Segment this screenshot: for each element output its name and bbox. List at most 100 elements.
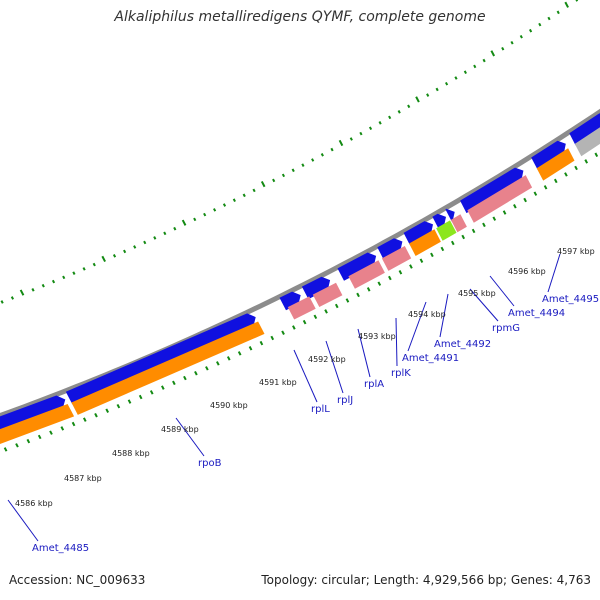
ring-dot — [575, 0, 579, 2]
inner-tick — [60, 426, 65, 431]
inner-tick — [149, 390, 154, 395]
kbp-label: 4590 kbp — [210, 401, 248, 410]
ring-dot — [181, 219, 187, 226]
gene-label: rpoB — [198, 458, 222, 469]
feature-block — [337, 252, 377, 281]
inner-tick — [594, 152, 599, 158]
ring-dot — [490, 50, 496, 57]
inner-tick — [324, 309, 328, 314]
ring-dot — [320, 153, 324, 157]
ring-dot — [51, 279, 56, 284]
inner-tick — [430, 252, 434, 258]
kbp-ticks — [3, 152, 599, 452]
inner-tick — [105, 408, 110, 413]
ring-dot — [349, 137, 353, 141]
ring-dot — [547, 16, 551, 21]
gene-label: Amet_4495 — [542, 294, 599, 305]
ring-dot — [143, 240, 147, 245]
ring-dot — [564, 1, 569, 8]
ring-dot — [359, 131, 363, 136]
inner-tick — [94, 412, 98, 418]
ring-dot — [415, 96, 420, 103]
feature-block — [403, 221, 433, 246]
feature-block — [436, 220, 457, 241]
kbp-label: 4588 kbp — [112, 449, 150, 458]
ring-dot — [62, 275, 66, 280]
kbp-label: 4597 kbp — [557, 247, 595, 256]
ring-dot — [388, 115, 392, 120]
inner-tick — [502, 210, 507, 215]
ring-dot — [133, 245, 137, 249]
feature-block — [0, 404, 75, 444]
gene-label: rplL — [311, 404, 330, 415]
leader-line — [175, 417, 205, 457]
feature-block — [312, 282, 343, 307]
inner-tick — [116, 403, 121, 409]
inner-tick — [388, 275, 392, 281]
inner-tick — [471, 228, 476, 234]
inner-tick — [513, 204, 517, 209]
inner-tick — [26, 438, 31, 444]
inner-tick — [183, 375, 187, 381]
ring-dot — [407, 104, 411, 109]
kbp-label: 4592 kbp — [308, 355, 346, 364]
ring-dot — [252, 188, 256, 193]
ring-dot — [153, 236, 157, 240]
ring-dot — [473, 64, 477, 69]
ring-dot — [0, 300, 4, 304]
inner-tick — [461, 234, 466, 240]
ring-dot — [291, 168, 295, 173]
inner-tick — [37, 434, 42, 440]
ring-dot — [435, 87, 439, 92]
feature-block — [467, 175, 533, 223]
leader-line — [325, 340, 344, 394]
inner-tick — [205, 366, 209, 371]
feature-block — [65, 313, 256, 405]
ring-dot — [501, 46, 505, 51]
ring-dot — [173, 226, 177, 231]
inner-tick — [216, 361, 220, 366]
ring-dot — [378, 121, 382, 125]
inner-tick — [302, 319, 307, 325]
inner-tick — [345, 298, 350, 303]
inner-tick — [292, 325, 296, 330]
feature-block — [536, 148, 575, 181]
ring-dot — [92, 262, 96, 267]
inner-tick — [3, 447, 8, 452]
kbp-labels: 4586 kbp 4587 kbp 4588 kbp 4589 kbp 4590 kbp… — [15, 247, 595, 508]
gene-label: rplJ — [337, 395, 353, 406]
feature-block — [569, 113, 600, 146]
ring-dot — [463, 70, 467, 75]
inner-tick — [543, 185, 548, 190]
inner-tick — [237, 351, 242, 356]
inner-tick — [313, 314, 318, 320]
ring-dot — [112, 254, 117, 258]
ring-dot — [426, 93, 430, 97]
feature-block — [279, 291, 301, 311]
kbp-label: 4589 kbp — [161, 425, 199, 434]
feature-block — [409, 229, 441, 256]
gene-label: Amet_4491 — [402, 353, 459, 364]
gene-label: Amet_4485 — [32, 543, 89, 554]
ring-dot — [338, 139, 344, 147]
inner-tick — [523, 197, 527, 203]
feature-block — [460, 167, 524, 214]
ring-dot — [538, 22, 542, 27]
inner-tick — [419, 258, 424, 263]
ring-dot — [444, 81, 449, 86]
backbone-track — [0, 108, 600, 419]
inner-tick — [82, 417, 87, 422]
inner-tick — [71, 421, 76, 427]
feature-block — [377, 238, 403, 260]
ring-dot — [242, 193, 246, 198]
kbp-label: 4593 kbp — [358, 332, 396, 341]
inner-tick — [161, 385, 165, 390]
gene-label: rplK — [391, 368, 411, 379]
leader-line — [407, 301, 427, 352]
ring-dot — [397, 110, 401, 114]
ring-dot — [41, 283, 45, 288]
kbp-label: 4596 kbp — [508, 267, 546, 276]
kbp-label: 4587 kbp — [64, 474, 102, 483]
kbp-label: 4591 kbp — [259, 378, 297, 387]
feature-block — [71, 321, 265, 415]
